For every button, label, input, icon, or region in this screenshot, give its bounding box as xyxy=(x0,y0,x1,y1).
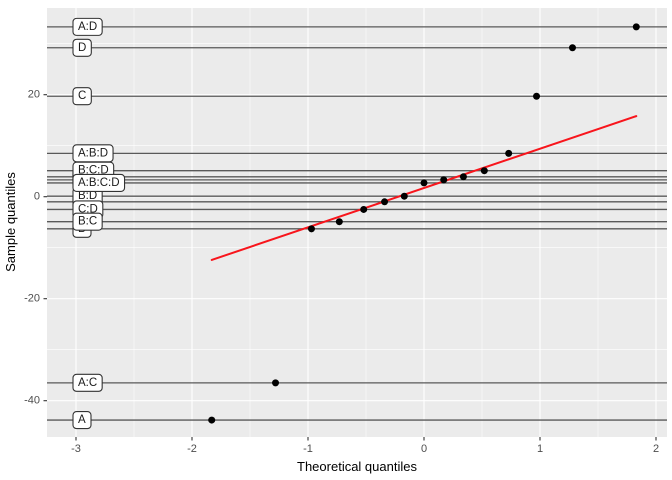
effect-label-d: D xyxy=(72,38,92,57)
effect-label-text-b-d: B:D xyxy=(78,190,97,202)
x-tick-label-0: -3 xyxy=(71,443,81,455)
x-tick-label-1: -2 xyxy=(187,443,197,455)
effect-label-box-a-d xyxy=(72,17,103,36)
data-point-a-b-c xyxy=(459,173,467,181)
data-point-b-d xyxy=(400,192,408,200)
data-point-b-c xyxy=(335,218,343,226)
effect-label-a-b-d: A:B:D xyxy=(72,144,114,163)
effect-label-text-d: D xyxy=(78,42,86,54)
data-point-a-c xyxy=(272,379,280,387)
effect-label-box-d xyxy=(72,38,92,57)
data-point-a-d xyxy=(632,23,640,31)
x-tick-label-2: -1 xyxy=(303,443,313,455)
effect-label-text-a: A xyxy=(78,414,86,426)
data-point-a-b-c-d xyxy=(420,179,428,187)
y-tick-label-3: -40 xyxy=(24,395,40,407)
panel-background xyxy=(47,8,667,437)
y-tick-label-1: 0 xyxy=(34,191,40,203)
effect-label-a-c: A:C xyxy=(72,373,103,392)
effect-label-box-a xyxy=(72,411,92,430)
effect-label-box-c xyxy=(72,87,92,106)
x-tick-label-3: 0 xyxy=(421,443,427,455)
effect-label-a-d: A:D xyxy=(72,17,103,36)
data-point-b-c-d xyxy=(480,167,488,175)
effect-label-box-a-c xyxy=(72,373,103,392)
effect-label-text-a-d: A:D xyxy=(78,21,97,33)
data-point-a-b-d xyxy=(505,149,513,157)
effect-label-text-c-d: C:D xyxy=(78,203,98,215)
data-point-d xyxy=(568,44,576,52)
effect-label-text-b-c: B:C xyxy=(78,216,97,228)
x-tick-label-5: 2 xyxy=(653,443,659,455)
y-tick-label-2: -20 xyxy=(24,293,40,305)
effect-label-box-a-b-c-d xyxy=(72,173,126,192)
x-tick-label-4: 1 xyxy=(537,443,543,455)
data-point-c-d xyxy=(360,205,368,213)
data-point-a-b xyxy=(381,198,389,206)
effect-label-text-a-b-d: A:B:D xyxy=(78,147,108,159)
x-axis-title: Theoretical quantiles xyxy=(297,459,417,474)
effect-label-c: C xyxy=(72,87,92,106)
data-point-a xyxy=(208,416,216,424)
effect-label-a: A xyxy=(72,411,92,430)
reference-line xyxy=(210,115,638,261)
effect-label-box-a-b-d xyxy=(72,144,114,163)
effect-label-a-b-c-d: A:B:C:D xyxy=(72,173,126,192)
data-point-a-c-d xyxy=(440,176,448,184)
effect-label-b-c: B:C xyxy=(72,212,103,231)
effect-label-box-b-c xyxy=(72,212,103,231)
effect-label-text-a-c: A:C xyxy=(78,377,97,389)
data-point-c xyxy=(533,92,541,100)
effect-label-text-c: C xyxy=(78,90,86,102)
effect-label-text-a-b-c-d: A:B:C:D xyxy=(78,177,120,189)
y-tick-label-0: 20 xyxy=(28,89,40,101)
data-point-b xyxy=(307,225,315,233)
effect-label-text-b-c-d: B:C:D xyxy=(78,165,109,177)
